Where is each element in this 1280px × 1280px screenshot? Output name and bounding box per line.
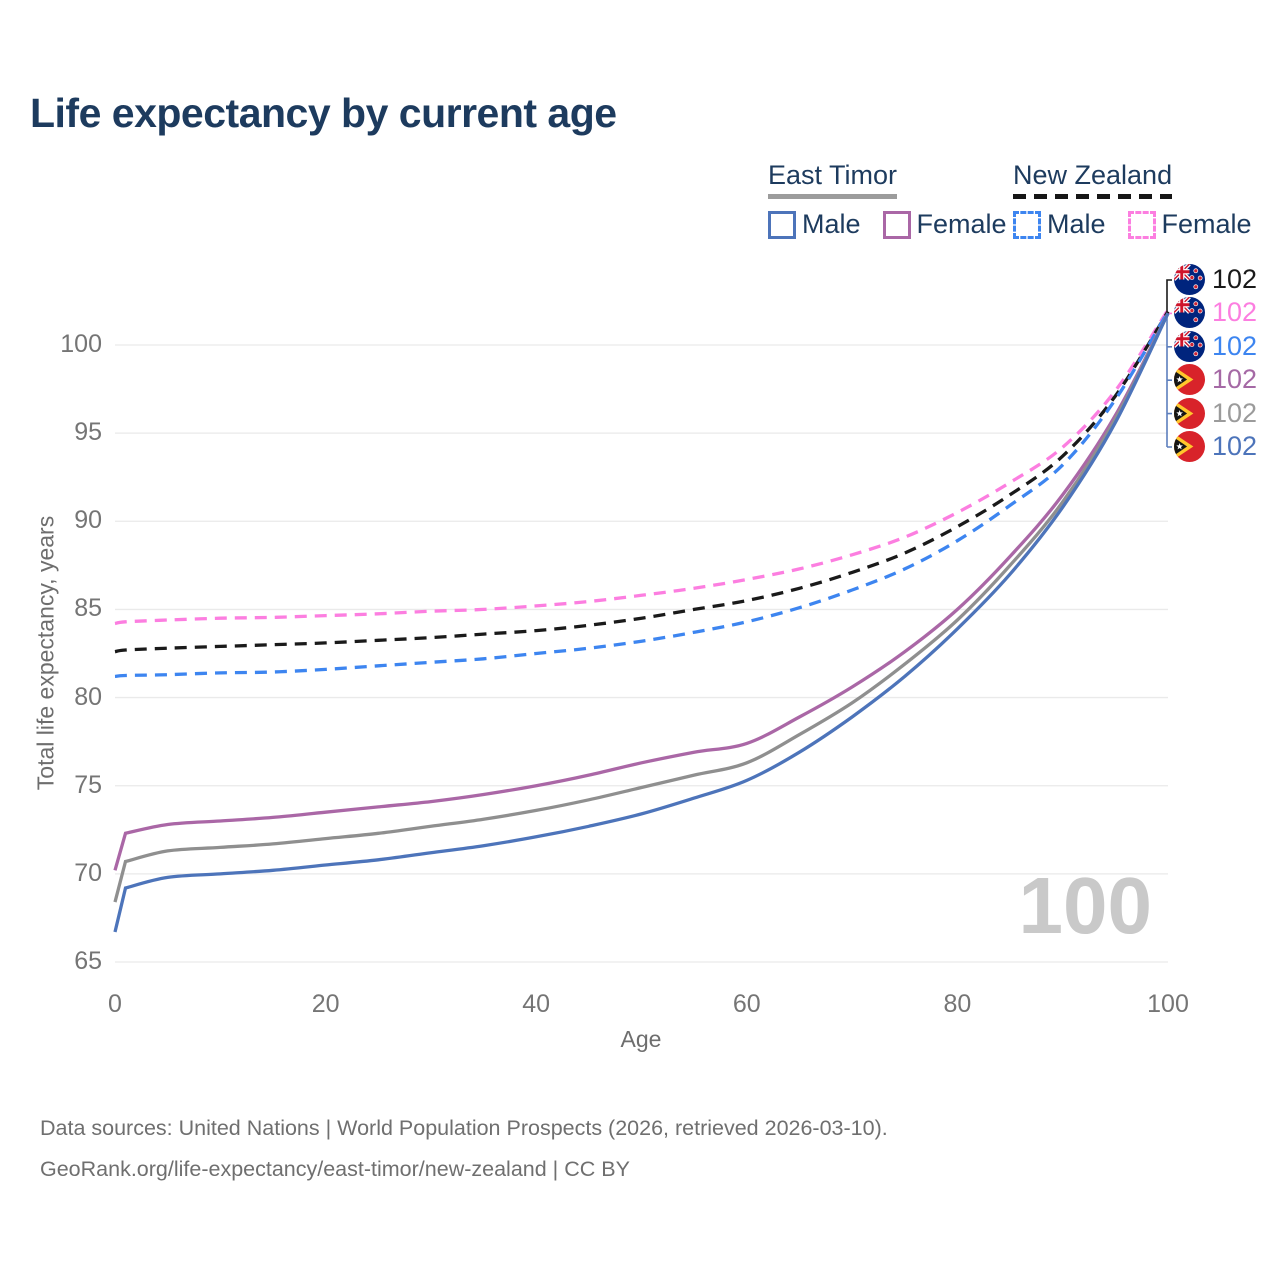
legend-item-label: Male — [1047, 209, 1106, 239]
legend-item-new-zealand-male[interactable]: Male — [1013, 209, 1106, 240]
age-counter-watermark: 100 — [1018, 861, 1152, 950]
series-line[interactable] — [113, 312, 1170, 871]
legend-swatch — [882, 210, 911, 239]
legend-item-label: Female — [1161, 209, 1252, 239]
page-title: Life expectancy by current age — [30, 90, 617, 136]
series-line[interactable] — [114, 308, 1170, 626]
series-line[interactable] — [114, 310, 1170, 654]
legend-swatch — [1127, 210, 1156, 239]
legend-item-new-zealand-female[interactable]: Female — [1127, 209, 1252, 240]
legend-country-label[interactable]: New Zealand — [1013, 160, 1173, 190]
legend-swatch — [1013, 210, 1041, 239]
legend-group-new-zealand: New Zealand Male Female — [1013, 160, 1274, 240]
connector-black — [1166, 279, 1172, 313]
series-line[interactable] — [113, 312, 1170, 903]
legend-item-east-timor-male[interactable]: Male — [768, 209, 861, 240]
legend-line-style-sample — [768, 194, 897, 199]
connector-blue — [1166, 314, 1172, 448]
legend-swatch — [768, 210, 796, 239]
legend-group-east-timor: East Timor Male Female — [768, 160, 1029, 240]
legend-country-label[interactable]: East Timor — [768, 160, 898, 190]
legend-item-label: Female — [916, 209, 1007, 239]
legend-line-style-sample — [1013, 194, 1172, 199]
legend-item-east-timor-female[interactable]: Female — [882, 209, 1007, 240]
series-line[interactable] — [113, 312, 1170, 933]
legend-item-label: Male — [802, 209, 861, 239]
series-line[interactable] — [114, 310, 1170, 679]
